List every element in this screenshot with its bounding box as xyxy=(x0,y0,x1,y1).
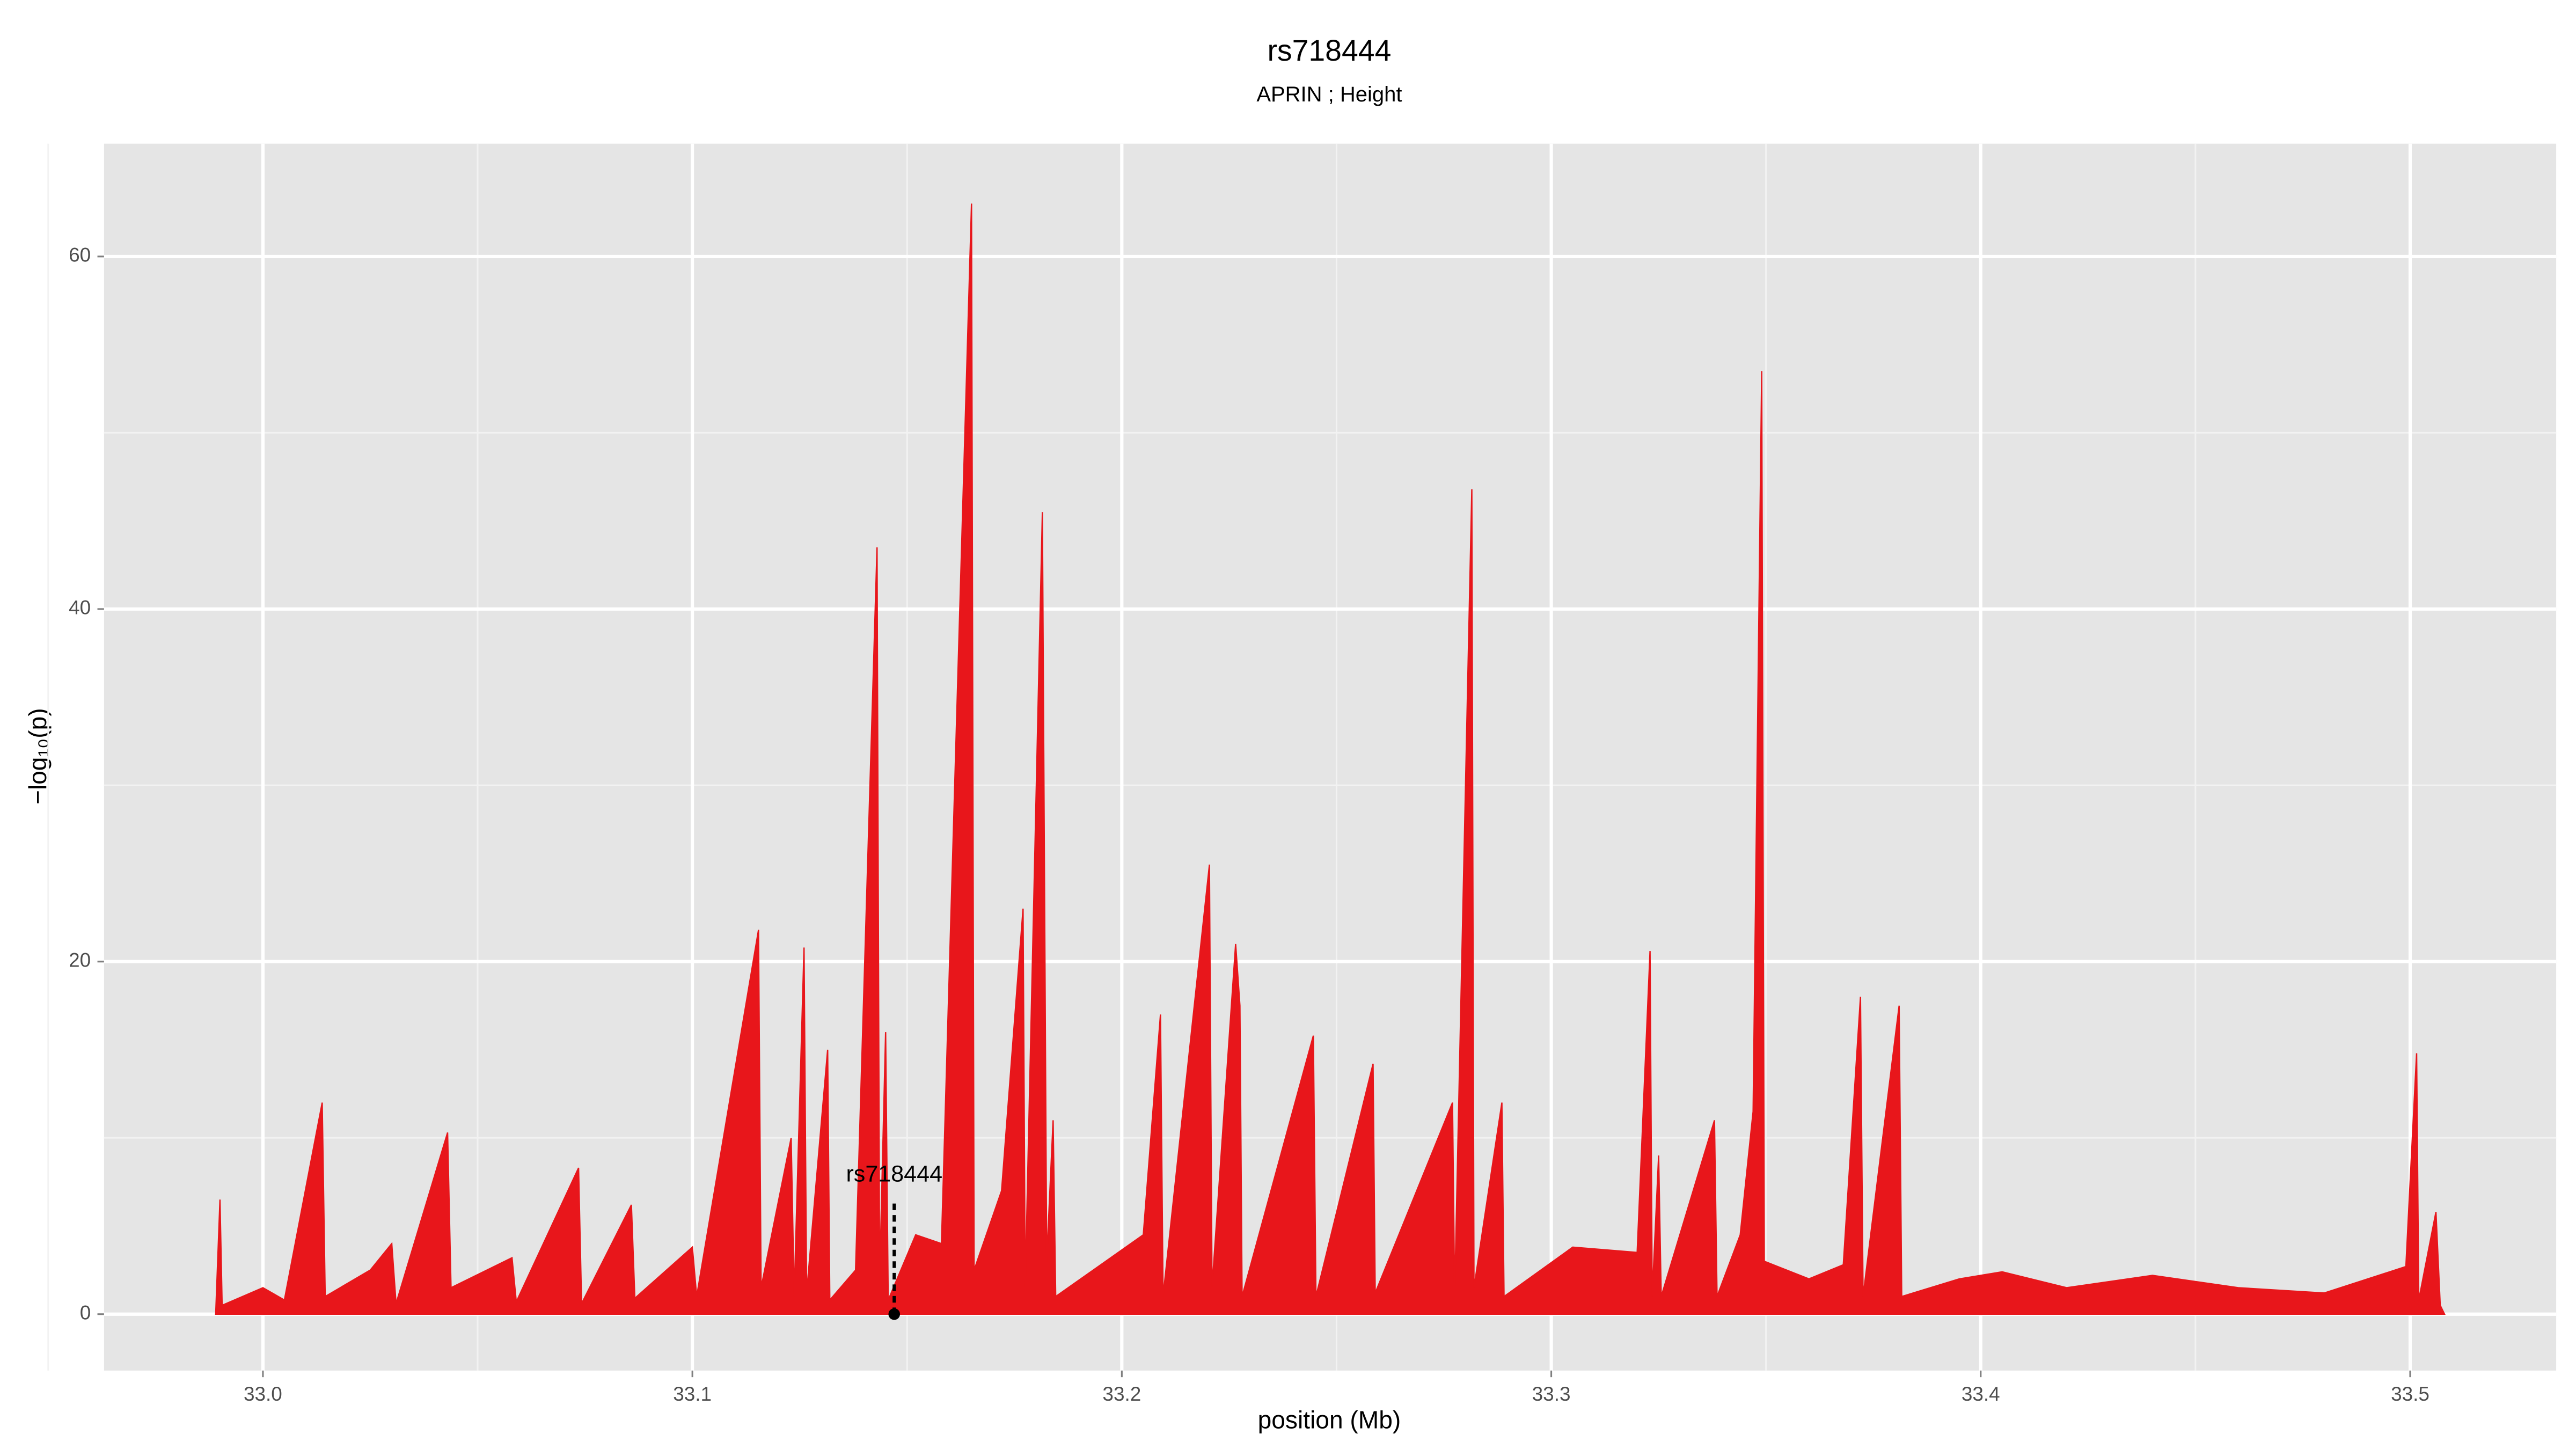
y-tick-label: 40 xyxy=(69,597,91,619)
x-tick-label: 33.4 xyxy=(1962,1383,2000,1405)
y-axis-label: −log₁₀(p) xyxy=(24,708,52,804)
chart-subtitle: APRIN ; Height xyxy=(1256,83,1402,106)
area xyxy=(215,203,2446,1315)
annotation-label: rs718444 xyxy=(846,1161,942,1187)
x-tick-label: 33.3 xyxy=(1532,1383,1571,1405)
x-tick-label: 33.0 xyxy=(244,1383,282,1405)
x-tick-label: 33.5 xyxy=(2391,1383,2429,1405)
plot-panel xyxy=(104,143,2557,1371)
x-axis-label: position (Mb) xyxy=(1258,1406,1401,1433)
annotation-point xyxy=(888,1308,901,1320)
chart-title: rs718444 xyxy=(1267,34,1391,67)
x-tick-label: 33.2 xyxy=(1102,1383,1141,1405)
x-tick-label: 33.1 xyxy=(673,1383,712,1405)
y-tick-label: 60 xyxy=(69,244,91,266)
y-tick-label: 0 xyxy=(80,1301,91,1323)
y-tick-label: 20 xyxy=(69,949,91,971)
